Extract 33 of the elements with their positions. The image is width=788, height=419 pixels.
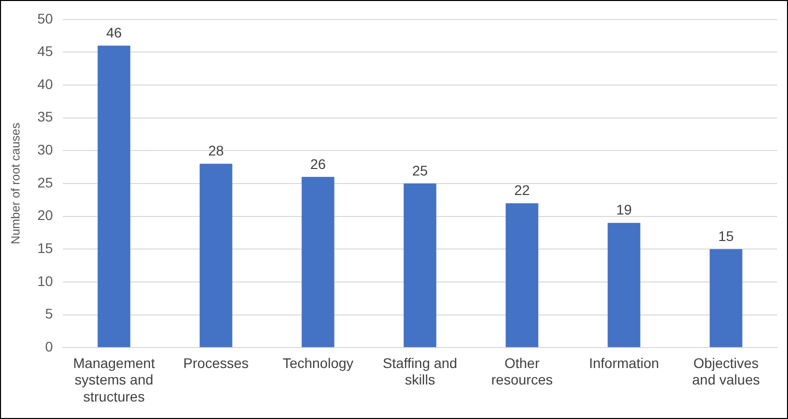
data-label: 28 (208, 142, 224, 159)
x-tick-label: Processes (183, 354, 249, 371)
bar (98, 46, 130, 348)
y-tick-label: 10 (37, 272, 54, 289)
x-tick-label: Staffing and skills (382, 354, 458, 388)
x-tick-label: Technology (282, 354, 354, 371)
y-axis-title: Number of root causes (8, 122, 23, 244)
x-tick-label: Information (588, 354, 660, 371)
y-tick-label: 30 (37, 142, 54, 158)
x-tick-label: Other resources (491, 354, 553, 388)
y-tick-label: 35 (37, 108, 54, 125)
y-tick-label: 25 (37, 174, 54, 190)
data-label: 15 (718, 228, 734, 244)
y-tick-label: 15 (37, 240, 54, 256)
bar (302, 176, 334, 348)
y-tick-label: 50 (37, 10, 54, 26)
x-tick-label: Management systems and structures (73, 354, 155, 404)
y-tick-label: 40 (37, 76, 54, 92)
y-tick-label: 20 (37, 207, 54, 224)
data-label: 46 (106, 24, 122, 41)
y-tick-label: 0 (45, 338, 54, 354)
y-tick-label: 5 (45, 306, 54, 322)
bar (200, 164, 232, 348)
bar (506, 203, 538, 348)
data-label: 26 (310, 156, 326, 172)
bar (608, 222, 640, 348)
data-label: 19 (616, 202, 632, 218)
bar (710, 249, 742, 348)
x-tick-label: Objectives and values (692, 354, 760, 388)
y-tick-label: 45 (37, 43, 54, 60)
data-label: 22 (514, 182, 530, 198)
bar (404, 184, 436, 348)
data-label: 25 (412, 162, 428, 178)
